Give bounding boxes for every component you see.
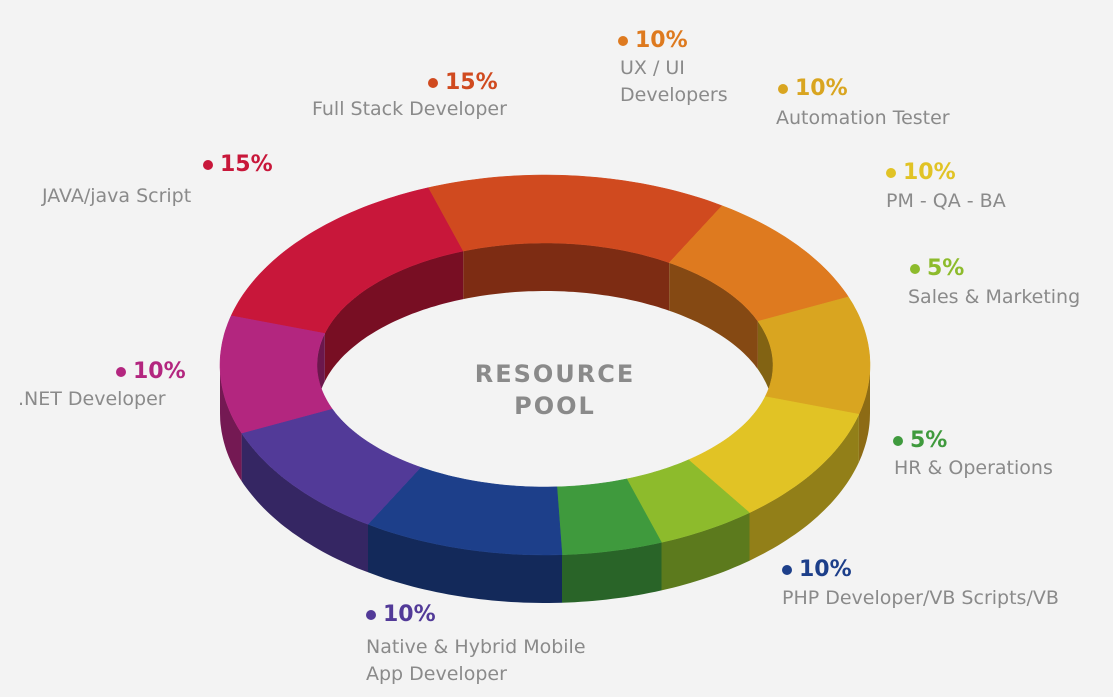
legend-dot [366,610,376,620]
category-label: PM - QA - BA [886,190,1006,212]
category-label: UX / UI Developers [620,57,728,106]
value-text: 15% [445,70,498,95]
chart-title: RESOURCE POOL [474,360,636,420]
inner-wall [463,243,670,311]
legend-dot [886,168,896,178]
legend-dot [116,367,126,377]
value-text: 10% [795,76,848,101]
legend-dot [428,78,438,88]
value-text: 10% [635,28,688,53]
value-text: 15% [220,152,273,177]
inner-wall [669,262,758,370]
legend-dot [893,436,903,446]
outer-wall [220,365,242,482]
value-label: 15% [428,70,498,95]
value-label: 10% [782,557,852,582]
value-text: 10% [133,359,186,384]
outer-wall [661,512,750,591]
value-label: 10% [886,160,956,185]
donut-slice [219,315,333,434]
value-text: 10% [799,557,852,582]
legend-dot [618,36,628,46]
value-label: 10% [618,28,688,53]
value-text: 5% [927,256,965,281]
category-label: Sales & Marketing [908,286,1081,308]
legend-dot [910,264,920,274]
outer-wall [241,433,368,573]
category-label: Native & Hybrid Mobile App Developer [366,636,586,685]
legend-dot [778,84,788,94]
outer-wall [562,542,662,603]
value-label: 5% [910,256,964,281]
value-label: 5% [893,428,947,453]
value-text: 10% [383,602,436,627]
value-text: 10% [903,160,956,185]
value-label: 10% [778,76,848,101]
category-label: Automation Tester [776,107,950,129]
legend-dot [203,160,213,170]
category-label: JAVA/java Script [42,185,192,207]
value-label: 10% [366,602,436,627]
value-label: 15% [203,152,273,177]
category-label: HR & Operations [894,457,1053,479]
value-label: 10% [116,359,186,384]
legend-dot [782,565,792,575]
inner-wall [324,251,464,382]
outer-wall [858,365,870,463]
category-label: Full Stack Developer [312,98,507,120]
category-label: PHP Developer/VB Scripts/VB [782,587,1059,609]
value-text: 5% [910,428,948,453]
category-label: .NET Developer [18,388,166,410]
outer-wall [368,524,562,603]
outer-wall [749,414,859,561]
